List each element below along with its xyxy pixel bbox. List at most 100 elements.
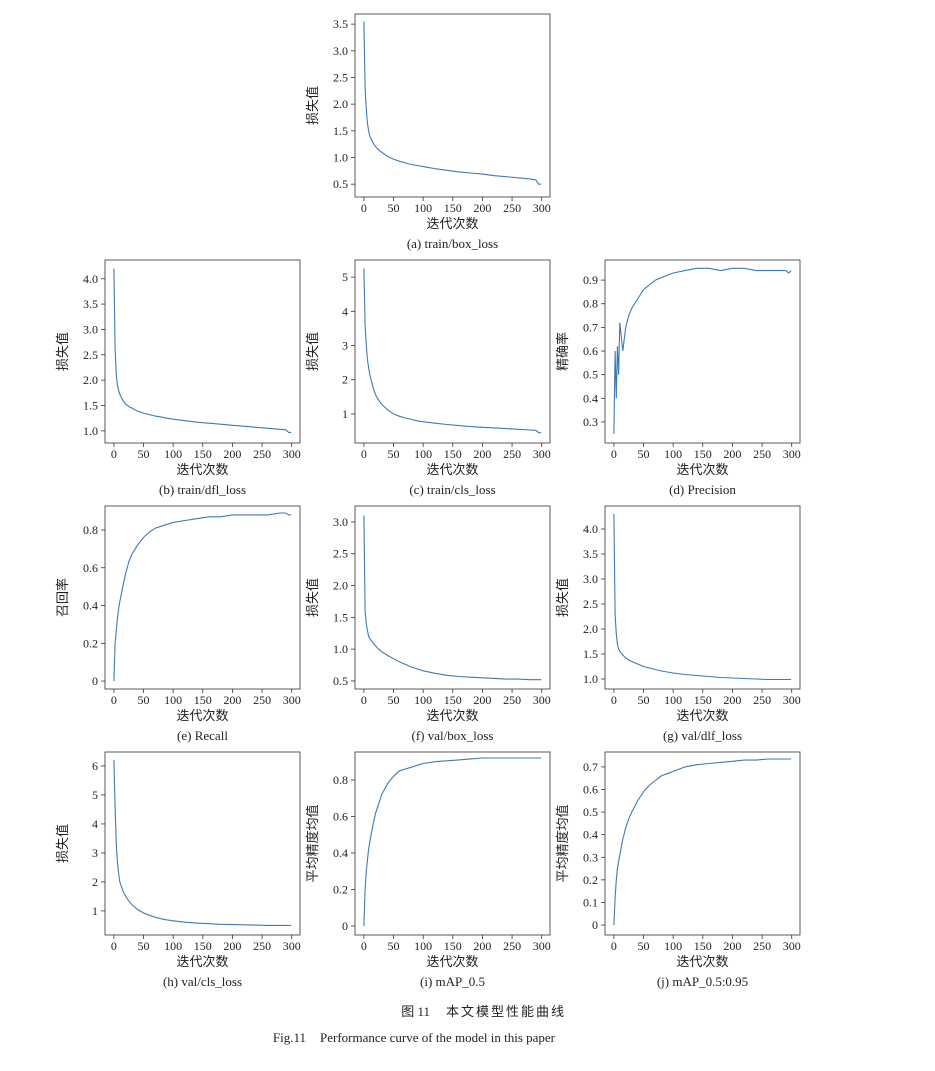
y-tick-label: 0.5 <box>333 674 348 688</box>
y-tick-label: 0.8 <box>83 523 98 537</box>
x-tick-label: 150 <box>444 693 462 707</box>
x-tick-label: 250 <box>753 447 771 461</box>
x-tick-label: 100 <box>164 939 182 953</box>
y-tick-label: 3 <box>92 846 98 860</box>
x-tick-label: 200 <box>223 939 241 953</box>
y-tick-label: 0 <box>342 919 348 933</box>
y-tick-label: 4.0 <box>583 522 598 536</box>
y-tick-label: 3.5 <box>333 17 348 31</box>
data-line <box>363 757 542 927</box>
y-tick-label: 0.4 <box>583 828 598 842</box>
x-tick-label: 50 <box>638 447 650 461</box>
y-tick-label: 3.0 <box>333 515 348 529</box>
plot-frame <box>604 259 801 444</box>
x-tick-label: 100 <box>414 447 432 461</box>
x-axis-label: 迭代次数 <box>676 954 728 969</box>
figure-title-en: Performance curve of the model in this p… <box>320 1030 556 1045</box>
panel-caption: (b) train/dfl_loss <box>159 482 246 497</box>
x-tick-label: 50 <box>138 693 150 707</box>
x-tick-label: 200 <box>473 201 491 215</box>
y-tick-label: 4 <box>92 817 98 831</box>
y-tick-label: 0.2 <box>83 636 98 650</box>
x-tick-label: 300 <box>283 447 301 461</box>
x-tick-label: 50 <box>388 939 400 953</box>
data-line <box>363 21 542 185</box>
x-tick-label: 250 <box>753 693 771 707</box>
x-tick-label: 200 <box>723 447 741 461</box>
x-tick-label: 150 <box>694 939 712 953</box>
x-tick-label: 150 <box>194 447 212 461</box>
x-tick-label: 200 <box>223 447 241 461</box>
y-tick-label: 2 <box>342 373 348 387</box>
x-tick-label: 150 <box>694 693 712 707</box>
plot-frame <box>354 259 551 444</box>
y-axis-label: 平均精度均值 <box>555 804 570 882</box>
x-tick-label: 0 <box>361 693 367 707</box>
panel-caption: (d) Precision <box>669 482 736 497</box>
x-tick-label: 50 <box>638 693 650 707</box>
panel-caption: (f) val/box_loss <box>412 728 494 743</box>
panel-caption: (j) mAP_0.5:0.95 <box>657 974 748 989</box>
y-tick-label: 0.2 <box>333 883 348 897</box>
y-tick-label: 1 <box>342 407 348 421</box>
panel: 0 50 100 150 200 250 300 0 0.1 0.2 0.3 0.4 0.5 0.6 0.7… <box>555 751 801 989</box>
x-tick-label: 200 <box>223 693 241 707</box>
x-tick-label: 0 <box>361 201 367 215</box>
y-tick-label: 3.0 <box>583 572 598 586</box>
x-tick-label: 150 <box>194 693 212 707</box>
panel: 0 50 100 150 200 250 300 1.0 1.5 2.0 2.5 3.0 3.5 4.0 迭… <box>555 505 801 743</box>
y-tick-label: 4.0 <box>83 272 98 286</box>
x-tick-label: 50 <box>138 939 150 953</box>
y-axis-label: 精确率 <box>555 332 570 371</box>
x-tick-label: 150 <box>444 447 462 461</box>
y-tick-label: 6 <box>92 759 98 773</box>
x-tick-label: 50 <box>638 939 650 953</box>
y-tick-label: 0.6 <box>83 561 98 575</box>
x-tick-label: 250 <box>503 693 521 707</box>
x-tick-label: 100 <box>664 939 682 953</box>
x-tick-label: 100 <box>664 693 682 707</box>
panel-caption: (h) val/cls_loss <box>163 974 242 989</box>
plot-frame <box>104 505 301 690</box>
x-tick-label: 0 <box>361 939 367 953</box>
y-tick-label: 5 <box>92 788 98 802</box>
y-tick-label: 2.0 <box>333 579 348 593</box>
y-tick-label: 0.4 <box>333 846 348 860</box>
y-tick-label: 0 <box>92 674 98 688</box>
y-tick-label: 0.6 <box>583 783 598 797</box>
x-tick-label: 50 <box>388 201 400 215</box>
x-tick-label: 300 <box>533 693 551 707</box>
x-axis-label: 迭代次数 <box>176 954 228 969</box>
x-tick-label: 200 <box>473 939 491 953</box>
x-tick-label: 0 <box>111 447 117 461</box>
x-tick-label: 100 <box>414 939 432 953</box>
y-axis-label: 损失值 <box>305 578 320 617</box>
y-axis-label: 损失值 <box>55 824 70 863</box>
x-tick-label: 100 <box>164 693 182 707</box>
x-tick-label: 0 <box>611 447 617 461</box>
x-tick-label: 300 <box>533 447 551 461</box>
y-tick-label: 2.0 <box>583 622 598 636</box>
x-tick-label: 250 <box>503 939 521 953</box>
x-tick-label: 300 <box>783 939 801 953</box>
y-tick-label: 3.5 <box>583 547 598 561</box>
panel: 0 50 100 150 200 250 300 0.5 1.0 1.5 2.0 2.5 3.0 迭代次数… <box>305 505 551 743</box>
x-tick-label: 0 <box>361 447 367 461</box>
x-tick-label: 250 <box>253 939 271 953</box>
panel: 0 50 100 150 200 250 300 1 2 3 4 5 6 迭代次数 损失值 (h) val/c… <box>55 751 301 989</box>
y-tick-label: 3.0 <box>83 322 98 336</box>
y-tick-label: 0.5 <box>333 177 348 191</box>
panel: 0 50 100 150 200 250 300 0.5 1.0 1.5 2.0 2.5 3.0 3.5 迭… <box>305 13 551 251</box>
y-tick-label: 1.5 <box>333 610 348 624</box>
y-tick-label: 3.0 <box>333 44 348 58</box>
y-tick-label: 0.2 <box>583 873 598 887</box>
x-tick-label: 200 <box>473 447 491 461</box>
x-axis-label: 迭代次数 <box>676 708 728 723</box>
y-tick-label: 1.0 <box>583 672 598 686</box>
y-tick-label: 1 <box>92 904 98 918</box>
x-tick-label: 150 <box>444 939 462 953</box>
y-tick-label: 2.5 <box>333 547 348 561</box>
plot-frame <box>104 259 301 444</box>
x-tick-label: 200 <box>473 693 491 707</box>
x-tick-label: 300 <box>783 693 801 707</box>
